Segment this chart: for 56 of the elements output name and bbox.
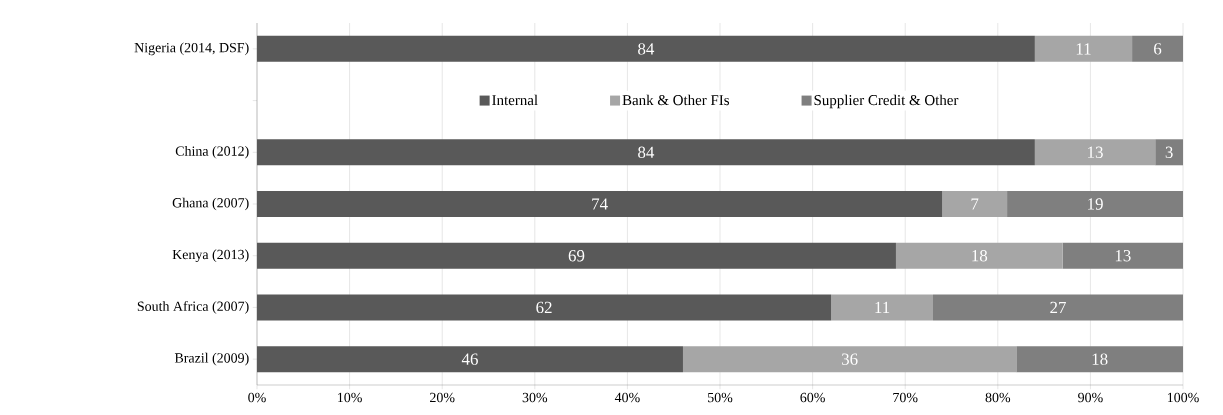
bar — [1034, 139, 1156, 166]
data-label: 46 — [461, 353, 478, 365]
data-label: 13 — [1115, 250, 1131, 262]
y-tick-label: Ghana (2007) — [172, 197, 249, 211]
x-tick-label: 70% — [893, 392, 918, 403]
bar — [1034, 35, 1133, 62]
data-label: 11 — [875, 301, 890, 314]
data-label: 13 — [1088, 146, 1103, 158]
bar — [1155, 139, 1184, 166]
bar — [257, 191, 943, 217]
y-tick-label: Brazil (2009) — [174, 352, 249, 366]
x-tick-label: 20% — [430, 392, 455, 403]
data-label: 7 — [971, 198, 979, 210]
y-tick-label: Nigeria (2014, DSF) — [134, 42, 249, 56]
data-label: 18 — [972, 250, 988, 262]
y-tick-label: Kenya (2013) — [172, 249, 249, 263]
data-label: 36 — [842, 353, 858, 365]
data-label: 69 — [568, 250, 585, 262]
x-tick-label: 100% — [1167, 392, 1199, 403]
data-label: 3 — [1165, 146, 1173, 158]
data-label: 18 — [1092, 353, 1108, 365]
bar — [682, 346, 1017, 373]
data-label: 74 — [592, 198, 608, 210]
bar — [257, 346, 683, 373]
x-tick-label: 80% — [985, 392, 1011, 403]
y-tick-label: China (2012) — [175, 145, 249, 159]
bar — [1132, 35, 1184, 62]
y-tick-label: South Africa (2007) — [137, 301, 249, 314]
x-tick-label: 90% — [1078, 392, 1103, 403]
bar — [831, 294, 933, 321]
data-label: 19 — [1088, 198, 1103, 210]
legend-label: Internal — [492, 94, 538, 106]
bar — [257, 35, 1035, 62]
bar — [257, 139, 1035, 166]
data-label: 62 — [536, 301, 552, 314]
bar — [1016, 346, 1184, 373]
data-label: 27 — [1050, 301, 1066, 314]
x-tick-label: 40% — [614, 392, 640, 403]
legend-label: Supplier Credit & Other — [814, 94, 959, 109]
data-label: 11 — [1076, 43, 1091, 55]
data-label: 84 — [638, 146, 655, 159]
x-tick-label: 50% — [708, 392, 733, 403]
bar — [932, 294, 1184, 321]
bar — [1007, 191, 1184, 217]
x-tick-label: 0% — [248, 392, 266, 403]
data-label: 6 — [1154, 43, 1162, 55]
x-tick-label: 60% — [800, 392, 825, 403]
bar — [257, 294, 832, 321]
bar — [895, 242, 1063, 269]
legend-label: Bank & Other FIs — [622, 94, 730, 106]
x-tick-label: 10% — [338, 392, 362, 403]
bar — [257, 242, 896, 269]
data-label: 84 — [638, 43, 655, 55]
x-tick-label: 30% — [522, 392, 548, 403]
bar — [1062, 242, 1184, 269]
bar — [942, 191, 1008, 217]
